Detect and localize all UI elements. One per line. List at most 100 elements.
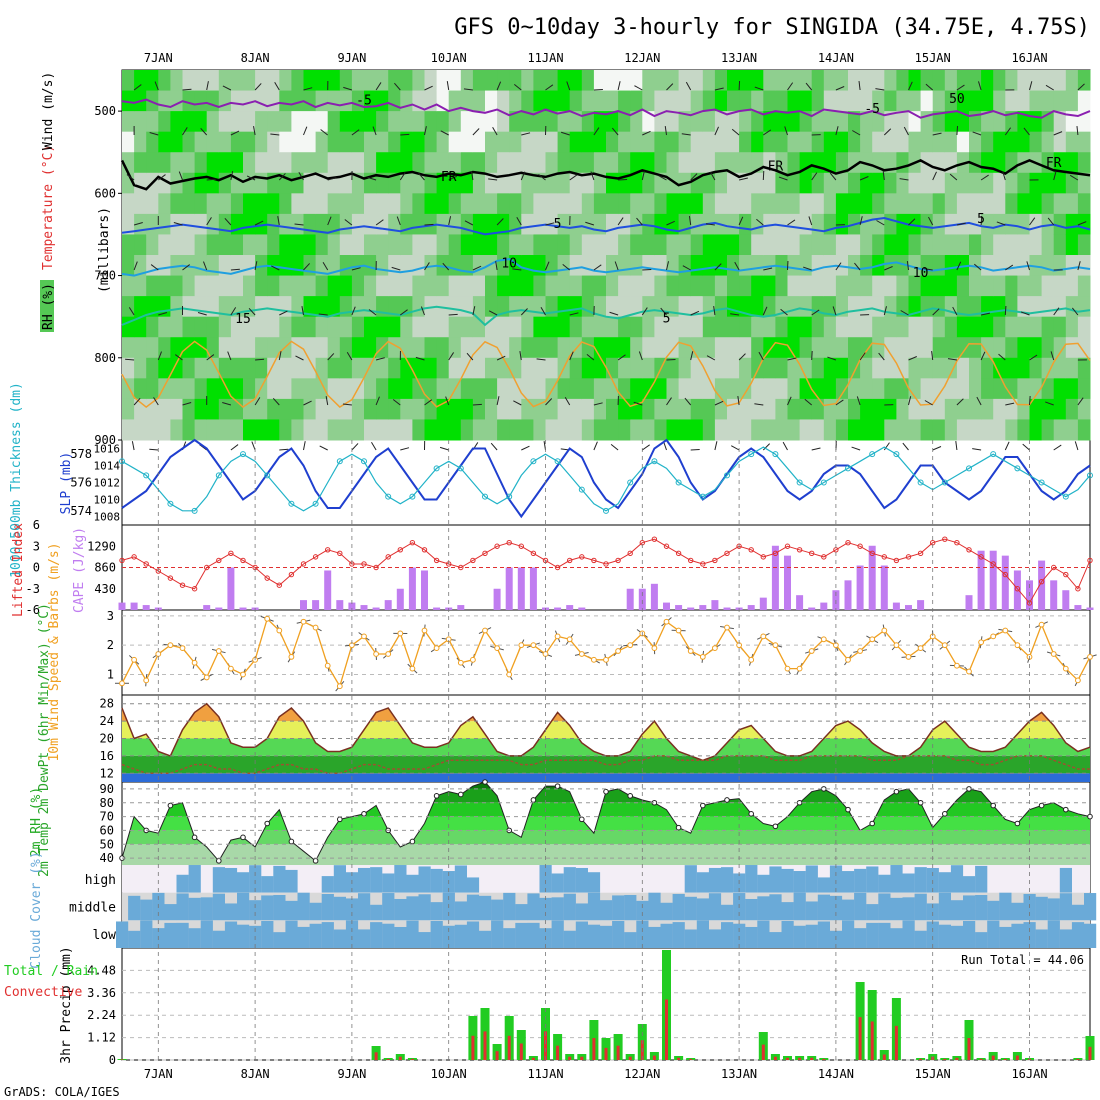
- cape-bar: [687, 607, 695, 610]
- rh-cell: [932, 378, 946, 400]
- cloud-cell-middle: [466, 894, 480, 921]
- rh-cell: [485, 172, 498, 194]
- cape-bar: [505, 567, 513, 610]
- rh-cell: [811, 193, 825, 215]
- cloud-cell-low: [454, 924, 467, 948]
- rh-cell: [388, 357, 401, 379]
- rh-cell: [714, 275, 728, 297]
- rh-cell: [956, 111, 970, 133]
- rh-cell: [811, 316, 825, 338]
- cloud-cell-high: [854, 868, 867, 893]
- wind-barb: [271, 265, 280, 271]
- wind-barb: [1004, 305, 1007, 316]
- rh-cell: [509, 213, 522, 235]
- cape-bar: [203, 605, 211, 610]
- rh-cell: [1065, 357, 1079, 379]
- cloud-cell-low: [866, 922, 879, 948]
- rh-cell: [1029, 70, 1043, 92]
- rh-cell: [569, 378, 583, 400]
- y-axis-label-cloud: Cloud Cover (%): [29, 851, 44, 968]
- thickness-marker: [312, 500, 319, 507]
- rh-cell: [702, 152, 716, 174]
- rh-cell: [727, 131, 740, 153]
- rh-cell: [884, 234, 897, 256]
- wind-barb: [351, 129, 360, 136]
- cloud-cell-middle: [1035, 896, 1048, 921]
- rh-cell: [303, 193, 317, 215]
- rh-cell: [327, 316, 341, 338]
- precip-conv-bar: [1003, 1058, 1007, 1060]
- rh-cell: [412, 275, 425, 297]
- rh-cell: [944, 234, 958, 256]
- rh-cell: [569, 152, 583, 174]
- rh-cell: [291, 398, 304, 420]
- rh-cell: [291, 378, 304, 400]
- date-label-top: 11JAN: [527, 51, 563, 65]
- rh-cell: [509, 111, 522, 133]
- rh-cell: [993, 90, 1006, 112]
- rh-cell: [860, 193, 873, 215]
- rh-cell: [170, 152, 183, 174]
- rh-cell: [460, 378, 474, 400]
- rh-cell: [122, 234, 135, 256]
- rh-cell: [1029, 316, 1043, 338]
- rh-cell: [787, 378, 801, 400]
- rh-cell: [739, 131, 752, 153]
- y-tick-label: 3: [107, 609, 114, 623]
- cloud-cell-high: [914, 867, 927, 893]
- rh-cell: [884, 275, 897, 297]
- rh-cell: [339, 419, 353, 441]
- wind-barb: [248, 307, 256, 316]
- rh-cell: [339, 255, 353, 277]
- rh-cell: [521, 275, 534, 297]
- cloud-cell-low: [999, 926, 1012, 948]
- rh-cell: [1053, 111, 1067, 133]
- date-label-top: 14JAN: [818, 51, 854, 65]
- cape-bar: [989, 550, 997, 610]
- rh-marker: [554, 783, 561, 789]
- rh-cell: [1029, 337, 1043, 359]
- rh-marker: [433, 793, 440, 799]
- rh-cell: [448, 255, 462, 277]
- rh-cell: [509, 131, 522, 153]
- rh-cell: [969, 131, 982, 153]
- rh-cell: [1065, 70, 1079, 92]
- rh-cell: [182, 172, 196, 194]
- rh-cell: [993, 378, 1006, 400]
- cloud-cell-low: [273, 932, 286, 948]
- rh-cell: [170, 398, 183, 420]
- rh-cell: [981, 234, 994, 256]
- wind-marker: [203, 674, 210, 681]
- rh-cell: [267, 90, 280, 112]
- cloud-cell-high: [563, 867, 576, 893]
- wind-marker: [433, 645, 440, 652]
- rh-cell: [158, 275, 171, 297]
- wind-barb: [545, 84, 554, 91]
- wind-speed-line: [121, 617, 1091, 688]
- y-tick-label: 578: [70, 447, 92, 461]
- cape-bar: [433, 607, 441, 610]
- rh-cell: [230, 316, 244, 338]
- rh-cell: [303, 131, 317, 153]
- rh-cell: [969, 90, 982, 112]
- rh-marker: [821, 786, 827, 792]
- wind-marker: [772, 642, 779, 649]
- thickness-marker: [1062, 493, 1069, 500]
- rh-cell: [436, 316, 450, 338]
- date-label-bottom: 16JAN: [1011, 1067, 1047, 1081]
- rh-cell: [702, 193, 716, 215]
- thickness-marker: [554, 458, 561, 465]
- cloud-cell-middle: [648, 892, 661, 921]
- wind-barb: [852, 130, 861, 136]
- cloud-cell-high: [866, 866, 879, 893]
- rh-cell: [606, 234, 619, 256]
- rh-cell: [872, 275, 885, 297]
- rh-cell: [630, 419, 643, 441]
- rh-marker: [337, 816, 343, 823]
- lifted-marker: [1002, 571, 1008, 578]
- cape-bar: [711, 600, 719, 610]
- rh-cell: [545, 172, 559, 194]
- rh-cell: [533, 234, 546, 256]
- cape-bar: [1062, 590, 1070, 610]
- wind-marker: [796, 665, 803, 672]
